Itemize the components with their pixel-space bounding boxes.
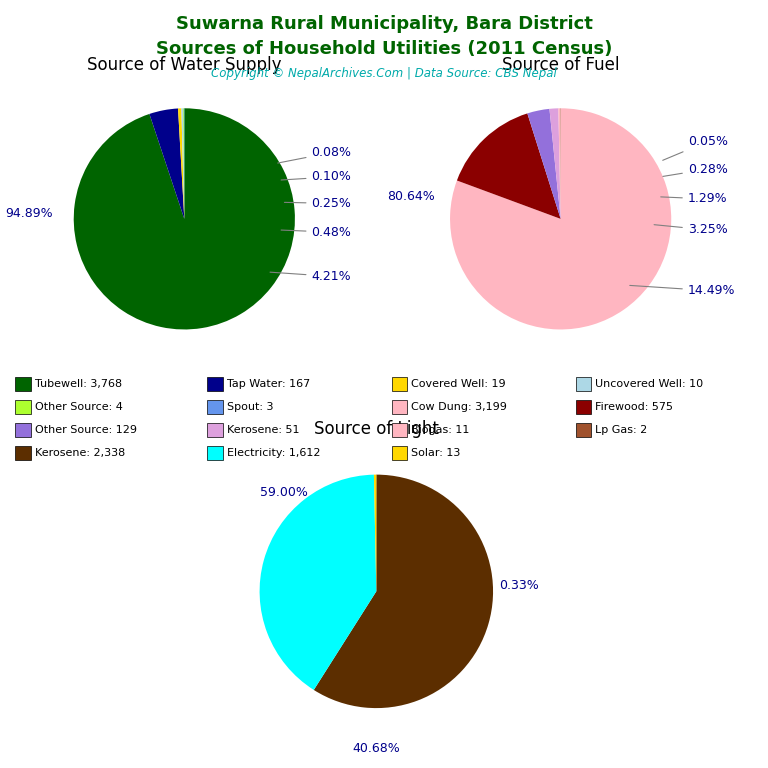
Title: Source of Light: Source of Light — [314, 420, 439, 439]
Wedge shape — [450, 108, 671, 329]
Title: Source of Fuel: Source of Fuel — [502, 55, 619, 74]
Wedge shape — [558, 108, 561, 219]
Text: Copyright © NepalArchives.Com | Data Source: CBS Nepal: Copyright © NepalArchives.Com | Data Sou… — [211, 67, 557, 80]
Text: Spout: 3: Spout: 3 — [227, 402, 273, 412]
Wedge shape — [260, 475, 376, 690]
Text: 40.68%: 40.68% — [353, 743, 400, 756]
Text: Suwarna Rural Municipality, Bara District: Suwarna Rural Municipality, Bara Distric… — [176, 15, 592, 33]
Text: Biogas: 11: Biogas: 11 — [411, 425, 469, 435]
Text: 0.25%: 0.25% — [284, 197, 352, 210]
Text: 0.08%: 0.08% — [278, 146, 352, 163]
Text: 0.05%: 0.05% — [663, 135, 728, 161]
Text: Solar: 13: Solar: 13 — [411, 448, 460, 458]
Text: 3.25%: 3.25% — [654, 223, 727, 237]
Text: 94.89%: 94.89% — [5, 207, 53, 220]
Text: 14.49%: 14.49% — [630, 284, 735, 297]
Wedge shape — [183, 108, 184, 219]
Wedge shape — [314, 475, 493, 708]
Text: Electricity: 1,612: Electricity: 1,612 — [227, 448, 320, 458]
Text: 59.00%: 59.00% — [260, 485, 307, 498]
Text: Sources of Household Utilities (2011 Census): Sources of Household Utilities (2011 Cen… — [156, 40, 612, 58]
Text: Covered Well: 19: Covered Well: 19 — [411, 379, 505, 389]
Wedge shape — [150, 108, 184, 219]
Text: Lp Gas: 2: Lp Gas: 2 — [595, 425, 647, 435]
Text: 0.33%: 0.33% — [499, 579, 538, 592]
Text: Kerosene: 51: Kerosene: 51 — [227, 425, 299, 435]
Title: Source of Water Supply: Source of Water Supply — [87, 55, 282, 74]
Text: 0.28%: 0.28% — [663, 163, 728, 177]
Wedge shape — [374, 475, 376, 591]
Text: Tubewell: 3,768: Tubewell: 3,768 — [35, 379, 121, 389]
Text: Kerosene: 2,338: Kerosene: 2,338 — [35, 448, 125, 458]
Text: Cow Dung: 3,199: Cow Dung: 3,199 — [411, 402, 507, 412]
Text: 0.10%: 0.10% — [281, 170, 352, 184]
Text: 80.64%: 80.64% — [388, 190, 435, 204]
Wedge shape — [457, 114, 561, 219]
Text: Other Source: 4: Other Source: 4 — [35, 402, 122, 412]
Wedge shape — [74, 108, 295, 329]
Wedge shape — [528, 109, 561, 219]
Text: 4.21%: 4.21% — [270, 270, 351, 283]
Text: 0.48%: 0.48% — [281, 226, 352, 239]
Text: Firewood: 575: Firewood: 575 — [595, 402, 674, 412]
Wedge shape — [549, 108, 561, 219]
Text: Other Source: 129: Other Source: 129 — [35, 425, 137, 435]
Text: Uncovered Well: 10: Uncovered Well: 10 — [595, 379, 703, 389]
Wedge shape — [178, 108, 184, 219]
Text: Tap Water: 167: Tap Water: 167 — [227, 379, 310, 389]
Wedge shape — [181, 108, 184, 219]
Text: 1.29%: 1.29% — [660, 193, 727, 206]
